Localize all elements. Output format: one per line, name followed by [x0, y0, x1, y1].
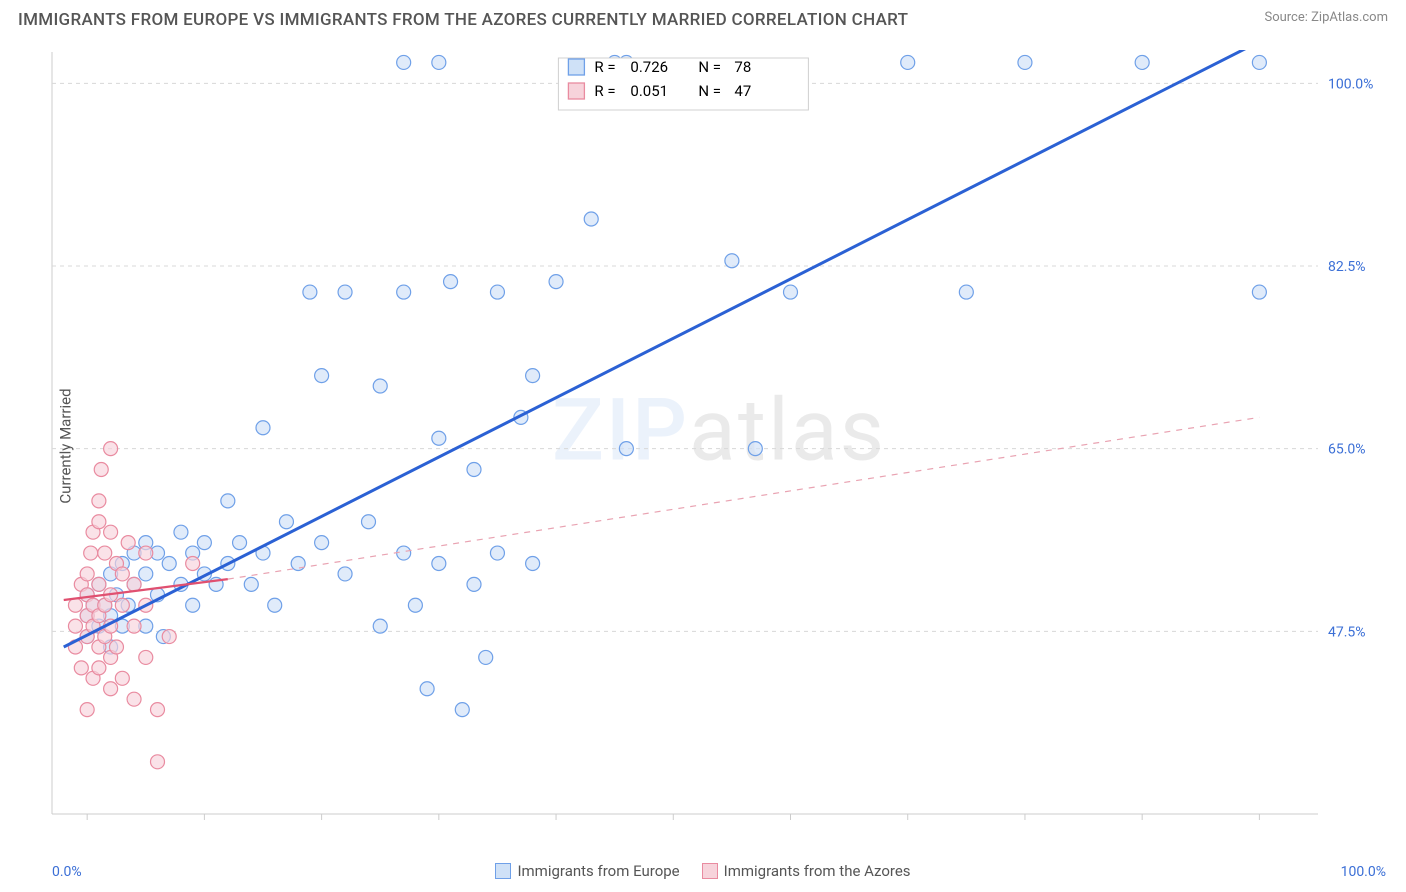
legend-label-azores: Immigrants from the Azores	[724, 862, 911, 880]
svg-text:R =: R =	[594, 58, 615, 76]
svg-text:78: 78	[734, 58, 751, 76]
source-label: Source: ZipAtlas.com	[1264, 10, 1388, 25]
svg-text:65.0%: 65.0%	[1328, 442, 1366, 458]
svg-text:47.5%: 47.5%	[1328, 624, 1366, 640]
svg-text:N =: N =	[698, 82, 721, 100]
svg-text:82.5%: 82.5%	[1328, 259, 1366, 275]
legend-item-azores: Immigrants from the Azores	[702, 862, 911, 880]
svg-text:N =: N =	[698, 58, 721, 76]
legend-swatch-azores	[702, 863, 718, 879]
chart-title: IMMIGRANTS FROM EUROPE VS IMMIGRANTS FRO…	[18, 10, 908, 30]
svg-text:100.0%: 100.0%	[1328, 76, 1373, 92]
svg-text:0.726: 0.726	[630, 58, 668, 76]
bottom-legend: Immigrants from Europe Immigrants from t…	[0, 862, 1406, 880]
legend-swatch-europe	[495, 863, 511, 879]
svg-text:0.051: 0.051	[630, 82, 668, 100]
svg-text:47: 47	[734, 82, 751, 100]
legend-label-europe: Immigrants from Europe	[517, 862, 679, 880]
scatter-chart: 47.5% 65.0% 82.5% 100.0% R = 0.726 N = 78 R = 0.0…	[50, 50, 1388, 842]
legend-item-europe: Immigrants from Europe	[495, 862, 679, 880]
svg-text:R =: R =	[594, 82, 615, 100]
plot-area: ZIPatlas 47.5%65.0%82.5%100.0%R =0.726N …	[50, 50, 1388, 842]
